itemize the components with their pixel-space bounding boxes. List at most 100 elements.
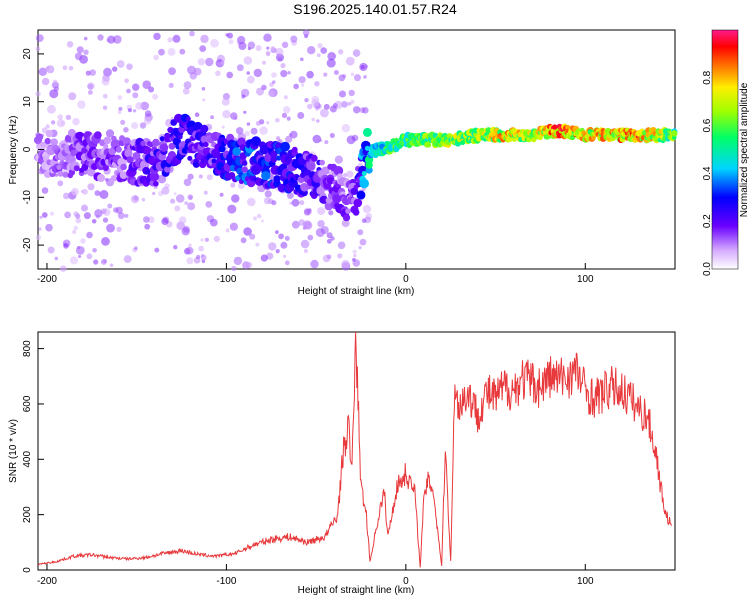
spectrogram-noise-blob (153, 32, 161, 41)
spectrogram-noise-blob (167, 48, 176, 56)
spectrogram-noise-blob (77, 100, 86, 109)
spectrogram-ridge-cell (226, 133, 235, 142)
spectrogram-noise-blob (63, 192, 70, 200)
spectrogram-noise-blob (45, 223, 53, 232)
spectrogram-noise-blob (74, 52, 83, 61)
spectrogram-noise-blob (287, 192, 294, 200)
spectrogram-noise-blob (39, 215, 43, 219)
spectrogram-noise-blob (200, 34, 209, 44)
spectrogram-noise-blob (50, 211, 55, 216)
spectrogram-noise-blob (315, 228, 325, 237)
spectrogram-noise-blob (275, 249, 280, 254)
spectrogram-noise-blob (116, 226, 122, 232)
spectrogram-noise-blob (152, 93, 159, 100)
spectrogram-y-tick-label: -20 (22, 237, 33, 252)
spectrogram-noise-blob (154, 247, 160, 253)
spectrogram-noise-blob (209, 218, 218, 227)
snr-series-line (37, 331, 672, 568)
spectrogram-noise-blob (106, 223, 115, 233)
spectrogram-noise-blob (348, 89, 355, 97)
spectrogram-noise-blob (35, 91, 41, 97)
spectrogram-noise-blob (59, 265, 67, 272)
spectrogram-ridge-cell (108, 147, 117, 156)
spectrogram-noise-blob (135, 102, 143, 110)
spectrogram-noise-blob (339, 90, 346, 98)
spectrogram-noise-blob (347, 101, 352, 106)
spectrogram-noise-blob (317, 42, 323, 49)
spectrogram-noise-blob (64, 211, 71, 219)
spectrogram-ridge-cell (39, 141, 46, 148)
spectrogram-noise-blob (255, 242, 260, 247)
spectrogram-noise-blob (350, 99, 355, 104)
spectrogram-noise-blob (231, 194, 240, 203)
spectrogram-noise-blob (221, 125, 225, 129)
spectrogram-noise-blob (259, 126, 268, 135)
spectrogram-noise-blob (300, 239, 310, 249)
spectrogram-noise-blob (301, 83, 305, 87)
spectrogram-ridge-cell (211, 158, 217, 164)
spectrogram-ridge-cell (310, 154, 318, 162)
spectrogram-ridge-cell (140, 140, 146, 147)
spectrogram-noise-blob (275, 118, 280, 123)
spectrogram-noise-blob (126, 63, 133, 70)
spectrogram-noise-blob (237, 182, 245, 189)
spectrogram-noise-blob (118, 106, 123, 111)
spectrogram-noise-blob (345, 56, 355, 66)
spectrogram-ridge-cell (321, 166, 330, 175)
spectrogram-noise-blob (113, 35, 122, 44)
spectrogram-noise-blob (76, 46, 84, 54)
snr-y-tick-label: 800 (22, 340, 33, 357)
spectrogram-ridge-cell (326, 177, 334, 185)
spectrogram-noise-blob (197, 58, 205, 66)
spectrogram-noise-blob (161, 186, 170, 195)
spectrogram-noise-blob (123, 255, 132, 264)
spectrogram-noise-blob (181, 227, 190, 236)
spectrogram-noise-blob (35, 234, 42, 241)
spectrogram-ridge-cell (591, 135, 596, 141)
spectrogram-noise-blob (291, 220, 300, 229)
spectrogram-ridge-cell (159, 136, 165, 142)
spectrogram-noise-blob (182, 87, 190, 95)
spectrogram-noise-blob (193, 67, 202, 76)
spectrogram-noise-blob (283, 254, 287, 258)
spectrogram-noise-blob (62, 65, 68, 71)
spectrogram-ridge-cell (164, 166, 171, 173)
spectrogram-noise-blob (247, 75, 255, 84)
spectrogram-ridge-cell (62, 171, 69, 178)
spectrogram-noise-blob (331, 53, 337, 59)
spectrogram-noise-blob (220, 60, 225, 65)
spectrogram-x-tick-label: 0 (403, 274, 409, 285)
spectrogram-noise-blob (341, 259, 350, 269)
snr-x-ticks: -200 -100 0 100 (37, 564, 594, 587)
spectrogram-noise-blob (161, 217, 169, 226)
spectrogram-noise-blob (269, 82, 274, 87)
spectrogram-noise-blob (124, 78, 129, 84)
spectrogram-noise-blob (112, 66, 118, 72)
spectrogram-ridge-cell (270, 156, 278, 163)
spectrogram-noise-blob (326, 254, 332, 259)
colorbar-ticks: 0.0 0.2 0.4 0.6 0.8 (702, 70, 713, 276)
spectrogram-noise-blob (144, 110, 152, 117)
spectrogram-noise-blob (362, 204, 372, 214)
spectrogram-ridge-cell (152, 138, 160, 147)
spectrogram-noise-blob (130, 195, 140, 204)
spectrogram-noise-blob (311, 117, 316, 122)
spectrogram-noise-blob (281, 112, 288, 118)
colorbar-tick-label: 0.4 (702, 166, 713, 180)
spectrogram-noise-blob (47, 104, 56, 114)
spectrogram-noise-blob (202, 98, 206, 102)
spectrogram-noise-blob (126, 88, 131, 94)
colorbar-tick-label: 0.0 (702, 262, 713, 276)
snr-y-tick-label: 0 (22, 567, 33, 573)
spectrogram-noise-blob (299, 200, 305, 206)
spectrogram-noise-blob (189, 30, 195, 37)
spectrogram-noise-blob (245, 261, 253, 269)
spectrogram-ridge-cell (426, 142, 432, 148)
spectrogram-ridge-cell (261, 171, 271, 181)
spectrogram-ridge-cell (177, 134, 183, 140)
spectrogram-noise-blob (328, 210, 334, 216)
spectrogram-noise-blob (275, 136, 281, 141)
spectrogram-y-ticks: -20 -10 0 10 20 (22, 48, 44, 252)
spectrogram-noise-blob (362, 107, 369, 114)
spectrogram-noise-blob (81, 204, 88, 212)
